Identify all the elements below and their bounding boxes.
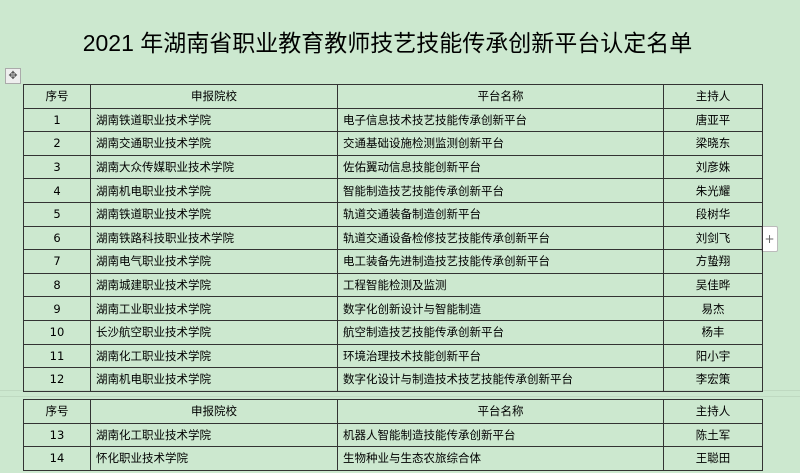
serial-number-cell[interactable]: 6	[23, 225, 91, 251]
platform-name-cell[interactable]: 智能制造技艺技能传承创新平台	[337, 178, 664, 203]
platform-name-cell[interactable]: 工程智能检测及监测	[337, 272, 664, 298]
header-school: 申报院校	[90, 84, 338, 109]
host-cell[interactable]: 刘彦姝	[663, 154, 763, 180]
school-cell[interactable]: 长沙航空职业技术学院	[90, 319, 338, 345]
table-row: 6 湖南铁路科技职业技术学院 轨道交通设备检修技艺技能传承创新平台 刘剑飞	[23, 225, 763, 251]
platform-name-cell[interactable]: 电工装备先进制造技艺技能传承创新平台	[337, 249, 664, 274]
platform-name-cell[interactable]: 航空制造技艺技能传承创新平台	[337, 319, 664, 345]
platform-name-cell[interactable]: 轨道交通装备制造创新平台	[337, 201, 664, 227]
serial-number-cell[interactable]: 8	[23, 272, 91, 298]
host-cell[interactable]: 段树华	[663, 201, 763, 227]
table-row: 12 湖南机电职业技术学院 数字化设计与制造技术技艺技能传承创新平台 李宏策	[23, 367, 763, 392]
school-cell[interactable]: 湖南电气职业技术学院	[90, 249, 338, 274]
table-row: 4 湖南机电职业技术学院 智能制造技艺技能传承创新平台 朱光耀	[23, 178, 763, 203]
school-cell[interactable]: 湖南交通职业技术学院	[90, 131, 338, 156]
school-cell[interactable]: 湖南化工职业技术学院	[90, 422, 338, 448]
table-row: 13 湖南化工职业技术学院 机器人智能制造技能传承创新平台 陈土军	[23, 422, 763, 448]
host-cell[interactable]: 朱光耀	[663, 178, 763, 203]
table-header-row: 序号 申报院校 平台名称 主持人	[23, 84, 763, 109]
serial-number-cell[interactable]: 2	[23, 131, 91, 156]
table-row: 11 湖南化工职业技术学院 环境治理技术技能创新平台 阳小宇	[23, 343, 763, 369]
table-row: 8 湖南城建职业技术学院 工程智能检测及监测 吴佳晔	[23, 272, 763, 298]
school-cell[interactable]: 湖南铁路科技职业技术学院	[90, 225, 338, 251]
table-row: 5 湖南铁道职业技术学院 轨道交通装备制造创新平台 段树华	[23, 201, 763, 227]
serial-number-cell[interactable]: 3	[23, 154, 91, 180]
host-cell[interactable]: 阳小宇	[663, 343, 763, 369]
serial-number-cell[interactable]: 11	[23, 343, 91, 369]
header-platform-name: 平台名称	[337, 399, 664, 424]
host-cell[interactable]: 陈土军	[663, 422, 763, 448]
header-platform-name: 平台名称	[337, 84, 664, 109]
platform-name-cell[interactable]: 生物种业与生态农旅综合体	[337, 446, 664, 471]
host-cell[interactable]: 吴佳晔	[663, 272, 763, 298]
platform-name-cell[interactable]: 数字化创新设计与智能制造	[337, 296, 664, 321]
table-header-row: 序号 申报院校 平台名称 主持人	[23, 399, 763, 424]
table-move-handle-icon[interactable]: ✥	[5, 68, 21, 84]
table-row: 9 湖南工业职业技术学院 数字化创新设计与智能制造 易杰	[23, 296, 763, 321]
platform-table-page-2: 序号 申报院校 平台名称 主持人 13 湖南化工职业技术学院 机器人智能制造技能传承创新平台…	[23, 399, 763, 471]
table-row: 14 怀化职业技术学院 生物种业与生态农旅综合体 王聪田	[23, 446, 763, 471]
platform-name-cell[interactable]: 电子信息技术技艺技能传承创新平台	[337, 107, 664, 133]
table-row: 1 湖南铁道职业技术学院 电子信息技术技艺技能传承创新平台 唐亚平	[23, 107, 763, 133]
serial-number-cell[interactable]: 14	[23, 446, 91, 471]
host-cell[interactable]: 王聪田	[663, 446, 763, 471]
host-cell[interactable]: 方蛰翔	[663, 249, 763, 274]
table-row: 3 湖南大众传媒职业技术学院 佐佑翼动信息技能创新平台 刘彦姝	[23, 154, 763, 180]
header-serial-number: 序号	[23, 84, 91, 109]
school-cell[interactable]: 湖南机电职业技术学院	[90, 367, 338, 392]
platform-name-cell[interactable]: 轨道交通设备检修技艺技能传承创新平台	[337, 225, 664, 251]
serial-number-cell[interactable]: 13	[23, 422, 91, 448]
serial-number-cell[interactable]: 4	[23, 178, 91, 203]
school-cell[interactable]: 湖南化工职业技术学院	[90, 343, 338, 369]
serial-number-cell[interactable]: 5	[23, 201, 91, 227]
add-column-plus-icon[interactable]: +	[761, 226, 778, 252]
table-row: 2 湖南交通职业技术学院 交通基础设施检测监测创新平台 梁晓东	[23, 131, 763, 156]
header-school: 申报院校	[90, 399, 338, 424]
serial-number-cell[interactable]: 9	[23, 296, 91, 321]
platform-table-page-1: 序号 申报院校 平台名称 主持人 1 湖南铁道职业技术学院 电子信息技术技艺技能传承创新平台…	[23, 84, 763, 392]
host-cell[interactable]: 刘剑飞	[663, 225, 763, 251]
host-cell[interactable]: 唐亚平	[663, 107, 763, 133]
header-host: 主持人	[663, 399, 763, 424]
serial-number-cell[interactable]: 12	[23, 367, 91, 392]
platform-name-cell[interactable]: 数字化设计与制造技术技艺技能传承创新平台	[337, 367, 664, 392]
host-cell[interactable]: 易杰	[663, 296, 763, 321]
table-row: 10 长沙航空职业技术学院 航空制造技艺技能传承创新平台 杨丰	[23, 319, 763, 345]
host-cell[interactable]: 梁晓东	[663, 131, 763, 156]
document-title: 2021 年湖南省职业教育教师技艺技能传承创新平台认定名单	[82, 30, 693, 56]
school-cell[interactable]: 湖南大众传媒职业技术学院	[90, 154, 338, 180]
platform-name-cell[interactable]: 交通基础设施检测监测创新平台	[337, 131, 664, 156]
school-cell[interactable]: 湖南铁道职业技术学院	[90, 201, 338, 227]
school-cell[interactable]: 湖南工业职业技术学院	[90, 296, 338, 321]
school-cell[interactable]: 湖南铁道职业技术学院	[90, 107, 338, 133]
platform-name-cell[interactable]: 机器人智能制造技能传承创新平台	[337, 422, 664, 448]
host-cell[interactable]: 李宏策	[663, 367, 763, 392]
serial-number-cell[interactable]: 10	[23, 319, 91, 345]
school-cell[interactable]: 湖南机电职业技术学院	[90, 178, 338, 203]
serial-number-cell[interactable]: 1	[23, 107, 91, 133]
platform-name-cell[interactable]: 环境治理技术技能创新平台	[337, 343, 664, 369]
platform-name-cell[interactable]: 佐佑翼动信息技能创新平台	[337, 154, 664, 180]
school-cell[interactable]: 湖南城建职业技术学院	[90, 272, 338, 298]
table-row: 7 湖南电气职业技术学院 电工装备先进制造技艺技能传承创新平台 方蛰翔	[23, 249, 763, 274]
school-cell[interactable]: 怀化职业技术学院	[90, 446, 338, 471]
host-cell[interactable]: 杨丰	[663, 319, 763, 345]
serial-number-cell[interactable]: 7	[23, 249, 91, 274]
header-host: 主持人	[663, 84, 763, 109]
header-serial-number: 序号	[23, 399, 91, 424]
